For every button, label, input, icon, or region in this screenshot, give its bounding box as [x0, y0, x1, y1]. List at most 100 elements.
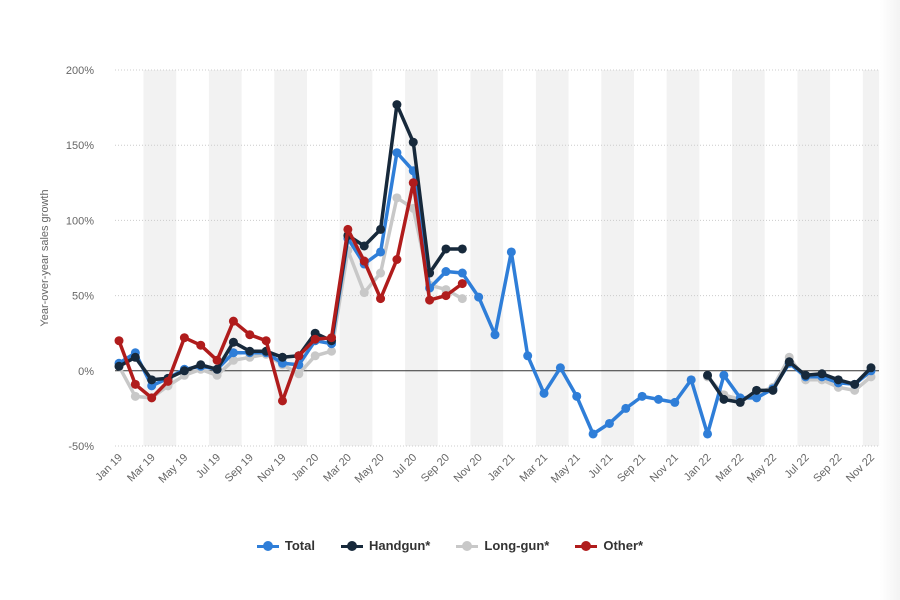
legend-label: Other*: [603, 538, 644, 553]
data-point: [147, 375, 157, 385]
background-band: [601, 70, 634, 446]
data-point: [130, 379, 140, 389]
x-tick-label: Jan 22: [682, 452, 714, 484]
data-point: [376, 294, 386, 304]
data-point: [572, 391, 582, 401]
data-point: [441, 267, 451, 277]
legend-label: Long-gun*: [484, 538, 550, 553]
x-tick-label: Nov 19: [255, 452, 288, 485]
x-tick-label: Jul 22: [782, 452, 811, 481]
legend-marker-icon: [340, 540, 363, 552]
series-other: [114, 178, 467, 406]
data-point: [768, 385, 778, 395]
data-point: [425, 295, 435, 305]
x-tick-label: Sep 19: [223, 452, 256, 485]
data-point: [457, 244, 467, 254]
x-tick-label: Jan 21: [486, 452, 518, 484]
y-axis-ticks: 200% 150% 100% 50% 0% -50%: [66, 65, 94, 453]
data-point: [408, 137, 418, 147]
data-point: [457, 294, 467, 304]
data-point: [327, 333, 337, 343]
data-point: [457, 279, 467, 289]
data-point: [474, 292, 484, 302]
legend-item-other[interactable]: Other*: [575, 538, 643, 553]
data-point: [703, 370, 713, 380]
data-point: [490, 330, 500, 340]
x-tick-label: May 21: [549, 452, 583, 486]
data-point: [294, 351, 304, 361]
legend-item-long-gun[interactable]: Long-gun*: [456, 538, 549, 553]
x-tick-label: May 20: [353, 452, 387, 486]
data-point: [752, 393, 762, 403]
data-point: [801, 370, 811, 380]
data-point: [539, 388, 549, 398]
x-tick-label: Sep 20: [419, 452, 452, 485]
x-tick-label: May 22: [745, 452, 779, 486]
data-point: [114, 361, 124, 371]
data-point: [817, 369, 827, 379]
background-band: [862, 70, 880, 446]
data-point: [196, 340, 206, 350]
grid-lines: [115, 69, 879, 447]
right-edge-shade: [880, 0, 900, 600]
legend-item-handgun[interactable]: Handgun*: [340, 538, 431, 553]
data-point: [163, 376, 173, 386]
x-tick-label: Mar 20: [321, 452, 354, 485]
data-point: [359, 288, 369, 298]
data-point: [506, 247, 516, 257]
data-point: [735, 397, 745, 407]
x-tick-label: May 19: [157, 452, 191, 486]
x-tick-label: Jan 19: [93, 452, 125, 484]
data-point: [130, 352, 140, 362]
y-tick-label: 100%: [66, 215, 94, 227]
legend-item-total[interactable]: Total: [256, 538, 315, 553]
data-point: [376, 224, 386, 234]
data-point: [179, 366, 189, 376]
data-point: [359, 241, 369, 251]
y-tick-label: 50%: [72, 291, 94, 303]
legend-label: Handgun*: [368, 538, 431, 553]
data-point: [866, 363, 876, 373]
data-point: [392, 100, 402, 110]
data-point: [604, 418, 614, 428]
data-point: [719, 370, 729, 380]
background-bands: [143, 70, 880, 446]
data-point: [147, 393, 157, 403]
x-tick-label: Jul 21: [586, 452, 615, 481]
data-point: [686, 375, 696, 385]
data-point: [392, 148, 402, 158]
data-point: [228, 348, 238, 358]
data-point: [392, 193, 402, 203]
data-point: [653, 394, 663, 404]
data-point: [441, 244, 451, 254]
data-point: [523, 351, 533, 361]
data-point: [277, 396, 287, 406]
data-point: [228, 355, 238, 365]
data-point: [457, 268, 467, 278]
data-point: [719, 394, 729, 404]
background-band: [405, 70, 438, 446]
x-tick-label: Jul 20: [390, 452, 419, 481]
series-line: [117, 102, 465, 382]
background-band: [797, 70, 831, 446]
data-point: [212, 364, 222, 374]
legend-marker-icon: [575, 540, 598, 552]
x-tick-label: Jan 20: [289, 452, 321, 484]
data-point: [196, 360, 206, 370]
y-tick-label: 0%: [78, 366, 94, 378]
data-point: [670, 397, 680, 407]
x-tick-label: Mar 22: [714, 452, 747, 485]
data-point: [392, 255, 402, 265]
y-axis-title: Year-over-year sales growth: [39, 189, 51, 326]
data-point: [555, 363, 565, 373]
data-point: [130, 391, 140, 401]
data-point: [637, 391, 647, 401]
data-point: [850, 379, 860, 389]
data-point: [376, 268, 386, 278]
x-tick-label: Nov 20: [452, 452, 485, 485]
data-point: [310, 334, 320, 344]
background-band: [732, 70, 765, 446]
legend-marker-icon: [256, 540, 279, 552]
